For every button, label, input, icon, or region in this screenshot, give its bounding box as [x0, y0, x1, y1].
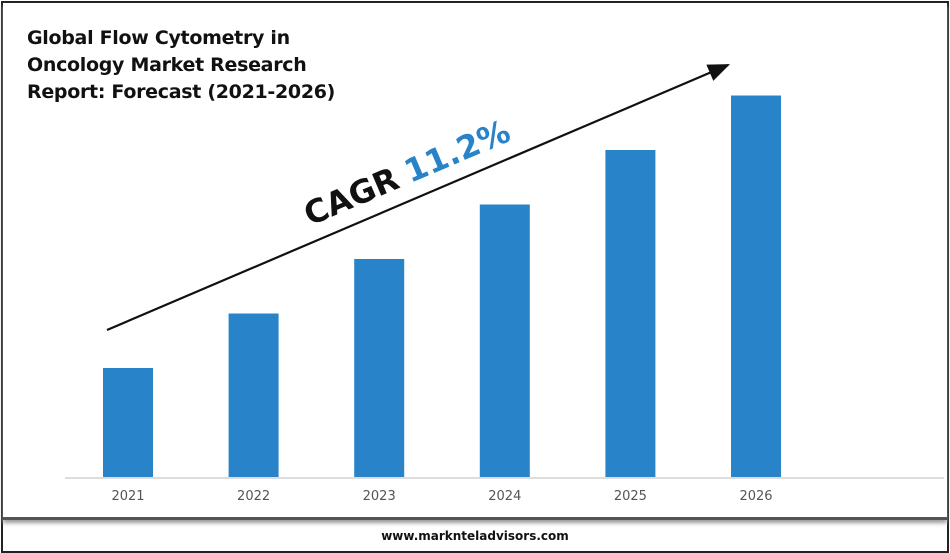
- bar-2025: [605, 150, 656, 477]
- x-tick-label: 2025: [614, 489, 647, 504]
- trend-arrow: [106, 63, 731, 332]
- bar-2021: [103, 368, 153, 477]
- chart-panel: [3, 3, 947, 520]
- bar-chart: 2021 2022 2023 2024 2025 2026 CAGR11.2%: [65, 63, 944, 504]
- bar-2026: [731, 95, 781, 477]
- bar-2022: [228, 313, 279, 477]
- x-tick-label: 2024: [488, 489, 521, 504]
- cagr-label: CAGR: [298, 160, 404, 234]
- x-tick-label: 2023: [363, 489, 396, 504]
- chart-title: Global Flow Cytometry in Oncology Market…: [27, 25, 335, 106]
- x-tick-label: 2026: [739, 489, 772, 504]
- title-line-3: Report: Forecast (2021-2026): [27, 81, 336, 103]
- footer-website: www.marknteladvisors.com: [381, 529, 569, 543]
- x-tick-label: 2021: [111, 489, 144, 504]
- bar-2024: [479, 204, 530, 477]
- bar-2023: [354, 259, 405, 477]
- x-tick-label: 2022: [237, 489, 270, 504]
- cagr-value: 11.2%: [399, 112, 516, 191]
- title-line-2: Oncology Market Research: [27, 54, 307, 76]
- title-line-1: Global Flow Cytometry in: [27, 27, 290, 49]
